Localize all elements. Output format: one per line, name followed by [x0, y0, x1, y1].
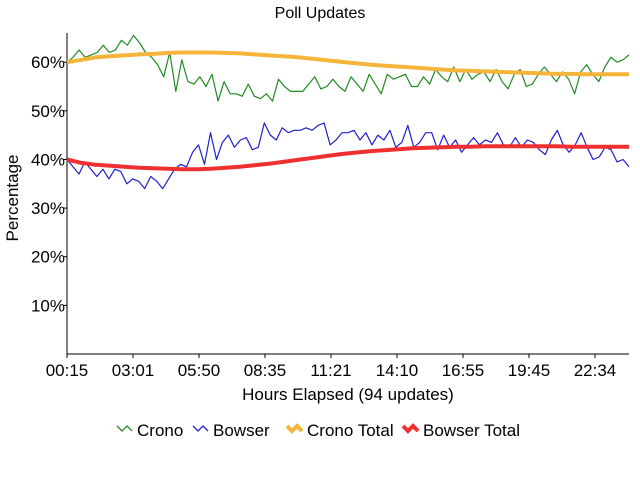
- x-tick-label: 05:50: [178, 361, 221, 380]
- y-tick-label: 10%: [31, 296, 65, 315]
- x-axis-label: Hours Elapsed (94 updates): [242, 385, 454, 404]
- x-tick-label: 11:21: [310, 361, 351, 380]
- legend-label-bowser-total: Bowser Total: [423, 421, 520, 440]
- legend-label-bowser: Bowser: [213, 421, 270, 440]
- series-line-crono: [66, 34, 630, 102]
- x-tick-label: 22:34: [574, 361, 617, 380]
- series-line-bowser-total: [66, 144, 629, 172]
- x-tick-label: 03:01: [112, 361, 155, 380]
- x-tick-label: 00:15: [46, 361, 89, 380]
- x-tick-label: 19:45: [508, 361, 551, 380]
- legend-swatch-crono: [116, 425, 133, 432]
- legend-label-crono: Crono: [137, 421, 183, 440]
- legend-label-crono-total: Crono Total: [307, 421, 394, 440]
- y-tick-label: 20%: [31, 248, 65, 267]
- x-tick-label: 08:35: [244, 361, 287, 380]
- y-axis-label: Percentage: [3, 155, 22, 242]
- y-tick-label: 30%: [31, 199, 65, 218]
- legend-swatch-bowser-total: [401, 423, 420, 434]
- plot-area: [66, 34, 630, 190]
- legend-swatch-crono-total: [285, 423, 304, 434]
- y-tick-label: 60%: [31, 53, 65, 72]
- series-line-crono-total: [66, 50, 629, 77]
- x-tick-label: 16:55: [442, 361, 485, 380]
- chart-title: Poll Updates: [275, 5, 366, 22]
- series-line-bowser: [66, 122, 630, 190]
- x-tick-label: 14:10: [376, 361, 419, 380]
- legend-swatch-bowser: [192, 425, 209, 432]
- y-tick-label: 40%: [31, 150, 65, 169]
- axes: 10% 20% 30% 40% 50% 60% 00:15 03:01 05:50 08:35 11…: [31, 33, 629, 380]
- y-tick-label: 50%: [31, 102, 65, 121]
- legend: Crono Bowser Crono Total Bowser Total: [116, 421, 520, 440]
